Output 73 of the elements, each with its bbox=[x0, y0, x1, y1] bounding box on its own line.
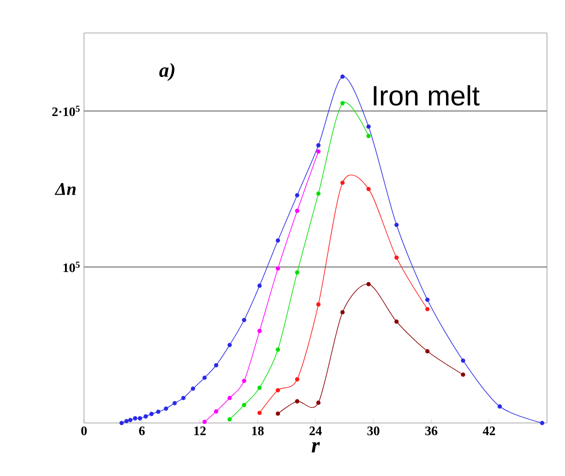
point bbox=[181, 396, 186, 400]
point bbox=[156, 410, 160, 414]
x-tick-label: 24 bbox=[310, 426, 322, 436]
point bbox=[257, 328, 262, 334]
point bbox=[295, 208, 300, 213]
point bbox=[394, 319, 399, 324]
annotation: Iron melt bbox=[374, 85, 480, 106]
point bbox=[316, 400, 321, 405]
point bbox=[425, 349, 430, 354]
point bbox=[214, 363, 218, 368]
point bbox=[119, 420, 124, 426]
point bbox=[164, 406, 168, 411]
point bbox=[276, 266, 280, 271]
x-tick-label: 36 bbox=[425, 426, 438, 436]
point bbox=[144, 414, 148, 419]
point bbox=[460, 358, 466, 363]
x-tick-label: 12 bbox=[194, 426, 206, 436]
point bbox=[190, 386, 196, 391]
point bbox=[242, 318, 246, 322]
point bbox=[366, 124, 371, 129]
point bbox=[316, 302, 321, 307]
point bbox=[425, 298, 430, 302]
point bbox=[276, 348, 280, 352]
point bbox=[295, 193, 300, 198]
point bbox=[340, 74, 345, 79]
point bbox=[394, 222, 399, 228]
point bbox=[540, 420, 544, 426]
x-axis-title: r bbox=[312, 442, 320, 452]
point bbox=[316, 192, 321, 196]
point bbox=[340, 310, 345, 314]
point bbox=[366, 282, 371, 286]
point bbox=[257, 386, 262, 390]
point bbox=[172, 401, 177, 406]
point bbox=[340, 180, 345, 185]
point bbox=[276, 388, 280, 392]
point bbox=[124, 418, 129, 424]
x-tick-label: 42 bbox=[482, 426, 496, 436]
point bbox=[242, 402, 246, 408]
point bbox=[149, 412, 154, 416]
point bbox=[228, 342, 232, 348]
point bbox=[425, 306, 430, 312]
point bbox=[498, 404, 502, 409]
point bbox=[228, 417, 232, 422]
point bbox=[214, 409, 218, 414]
x-tick-label: 30 bbox=[367, 426, 380, 436]
point bbox=[276, 411, 280, 416]
point bbox=[138, 416, 142, 420]
point bbox=[202, 376, 207, 380]
point bbox=[295, 399, 300, 404]
point bbox=[316, 149, 321, 154]
point bbox=[366, 186, 371, 192]
point bbox=[257, 284, 262, 288]
point bbox=[316, 143, 321, 148]
x-tick-label: 0 bbox=[81, 426, 87, 436]
point bbox=[202, 420, 207, 424]
x-tick-label: 6 bbox=[139, 426, 145, 436]
point bbox=[228, 396, 232, 400]
x-tick-label: 18 bbox=[252, 426, 264, 436]
point bbox=[276, 238, 280, 243]
y-tick-label: 2·10$^{5}$ bbox=[52, 106, 80, 116]
point bbox=[295, 377, 300, 382]
point bbox=[394, 255, 399, 260]
point bbox=[132, 416, 138, 420]
point bbox=[460, 372, 466, 377]
y-axis-title: Δn bbox=[54, 183, 76, 195]
point bbox=[257, 410, 262, 415]
point bbox=[340, 101, 345, 106]
point bbox=[366, 134, 371, 138]
y-tick-label: 10$^{5}$ bbox=[64, 262, 80, 272]
point bbox=[128, 418, 132, 422]
point bbox=[242, 378, 246, 384]
annotation: a) bbox=[159, 62, 174, 82]
point bbox=[295, 270, 300, 275]
